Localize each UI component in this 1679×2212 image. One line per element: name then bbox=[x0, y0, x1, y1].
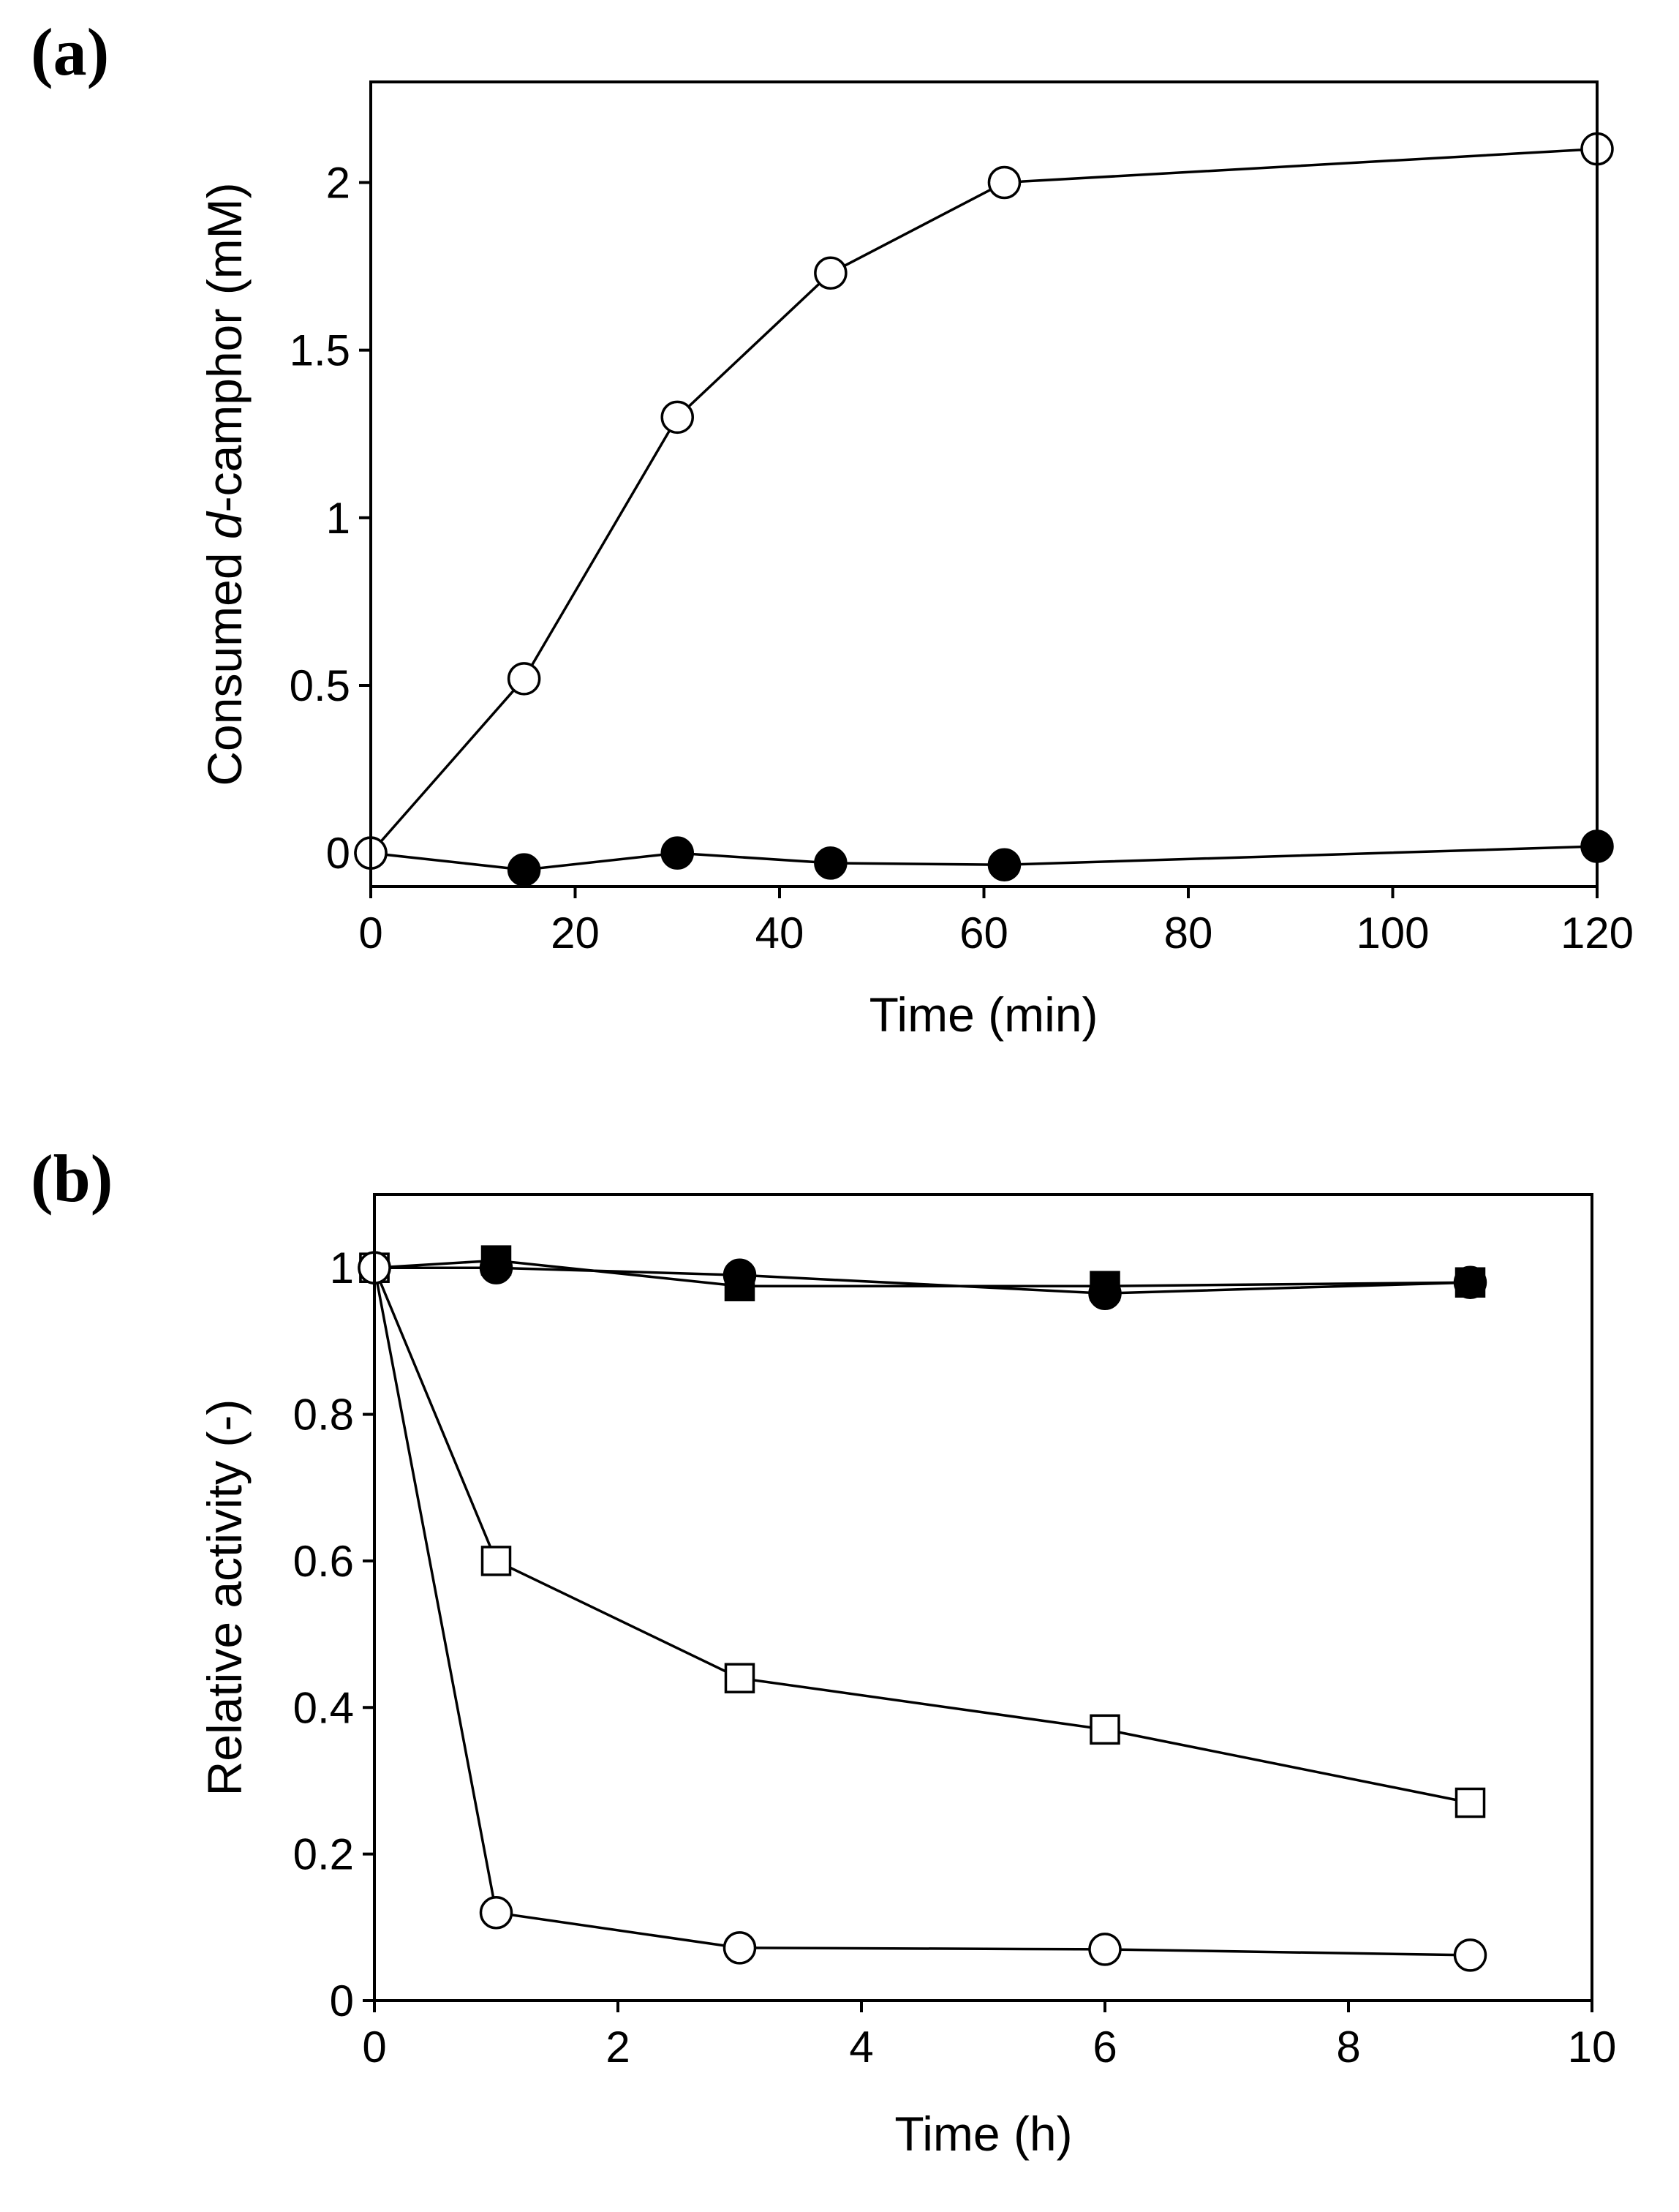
panel-label-a: (a) bbox=[31, 15, 109, 89]
y-tick-label-b-5: 1 bbox=[330, 1244, 354, 1293]
y-tick-label-b-4: 0.8 bbox=[293, 1391, 354, 1440]
x-tick-label-b-1: 2 bbox=[605, 2023, 630, 2072]
y-tick-label-a-2: 1 bbox=[326, 494, 350, 543]
y-tick-label-a-0: 0 bbox=[326, 829, 350, 878]
x-tick-label-a-4: 80 bbox=[1164, 908, 1213, 958]
y-tick-label-b-3: 0.6 bbox=[293, 1537, 354, 1586]
point-b-open-circle-1 bbox=[479, 1896, 513, 1930]
point-b-filled-square-2 bbox=[724, 1271, 755, 1301]
point-b-open-circle-2 bbox=[722, 1931, 757, 1965]
point-b-open-square-1 bbox=[480, 1546, 512, 1576]
x-axis-label-b: Time (h) bbox=[894, 2107, 1072, 2161]
point-b-filled-square-1 bbox=[480, 1245, 512, 1276]
point-b-open-square-4 bbox=[1454, 1787, 1486, 1818]
point-a-filled-circle-1 bbox=[507, 853, 541, 887]
x-tick-label-b-5: 10 bbox=[1568, 2023, 1617, 2072]
y-axis-label-b: Relative activity (-) bbox=[197, 1399, 252, 1797]
plot-frame-b bbox=[373, 1193, 1593, 2002]
plot-frame-a bbox=[369, 80, 1599, 888]
chart-panel-b: (b) 0 2 4 6 8 10 0 0.2 0.4 0.6 0.8 1 Time (h) Relat… bbox=[31, 1141, 1616, 2161]
y-tick-label-b-1: 0.2 bbox=[293, 1830, 354, 1879]
point-b-filled-square-3 bbox=[1090, 1271, 1120, 1301]
x-tick-label-b-2: 4 bbox=[849, 2023, 873, 2072]
x-tick-label-a-1: 20 bbox=[551, 908, 600, 958]
point-a-filled-circle-4 bbox=[987, 848, 1022, 881]
point-a-filled-circle-3 bbox=[814, 846, 848, 880]
point-a-open-circle-1 bbox=[507, 662, 541, 696]
series-line-a-filled-circle bbox=[370, 845, 1598, 871]
point-b-open-circle-4 bbox=[1453, 1938, 1487, 1972]
x-tick-label-a-0: 0 bbox=[358, 908, 382, 958]
x-tick-label-b-0: 0 bbox=[362, 2023, 386, 2072]
point-b-open-square-3 bbox=[1090, 1714, 1120, 1745]
point-b-open-circle-3 bbox=[1088, 1933, 1122, 1966]
point-a-filled-circle-2 bbox=[660, 836, 694, 870]
y-tick-label-a-3: 1.5 bbox=[290, 326, 350, 375]
series-line-a-open-circle bbox=[369, 147, 1598, 854]
x-axis-label-a: Time (min) bbox=[869, 988, 1098, 1042]
x-tick-label-b-3: 6 bbox=[1093, 2023, 1117, 2072]
y-tick-label-b-0: 0 bbox=[330, 1976, 354, 2025]
panel-label-b: (b) bbox=[31, 1141, 113, 1216]
x-tick-label-b-4: 8 bbox=[1336, 2023, 1360, 2072]
point-a-open-circle-2 bbox=[660, 400, 694, 434]
y-tick-label-a-4: 2 bbox=[326, 159, 350, 208]
y-tick-label-b-2: 0.4 bbox=[293, 1683, 354, 1732]
y-axis-label-a: Consumed d-camphor (mM) bbox=[197, 182, 252, 786]
point-a-open-circle-4 bbox=[987, 165, 1022, 200]
x-tick-label-a-6: 120 bbox=[1561, 908, 1634, 958]
x-tick-label-a-2: 40 bbox=[755, 908, 804, 958]
x-tick-label-a-5: 100 bbox=[1356, 908, 1429, 958]
y-tick-label-a-1: 0.5 bbox=[290, 661, 350, 710]
point-b-filled-square-4 bbox=[1454, 1267, 1486, 1298]
point-b-open-square-2 bbox=[724, 1663, 755, 1693]
point-a-open-circle-3 bbox=[814, 256, 848, 290]
x-tick-label-a-3: 60 bbox=[959, 908, 1008, 958]
